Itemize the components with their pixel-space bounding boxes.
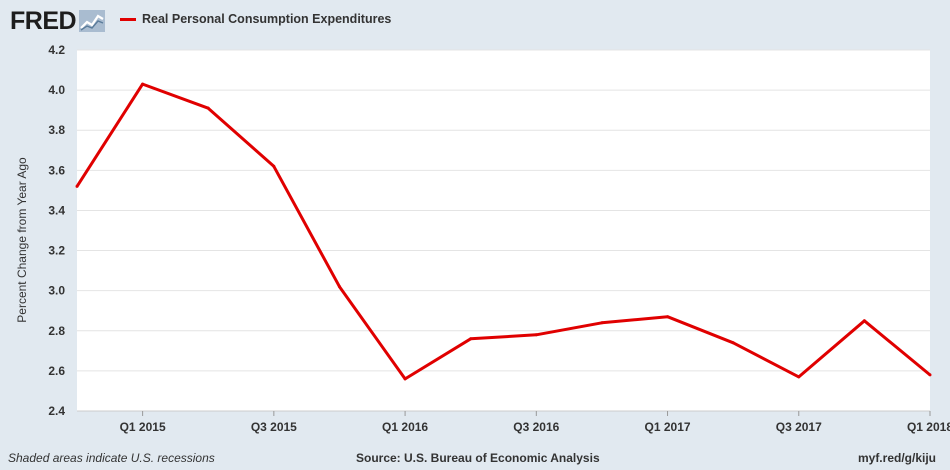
legend-label: Real Personal Consumption Expenditures bbox=[142, 12, 392, 26]
data-point bbox=[272, 164, 276, 168]
x-tick-label: Q1 2018 bbox=[907, 420, 950, 434]
y-tick-label: 3.4 bbox=[48, 203, 65, 217]
x-axis: Q1 2015 Q3 2015 Q1 2016 Q3 2016 Q1 2017 Q3 20… bbox=[77, 410, 950, 434]
y-tick-label: 2.8 bbox=[48, 324, 65, 338]
x-tick-label: Q1 2015 bbox=[120, 420, 166, 434]
data-point bbox=[862, 319, 866, 323]
data-point bbox=[75, 184, 79, 188]
data-point bbox=[928, 373, 932, 377]
y-tick-label: 2.6 bbox=[48, 364, 65, 378]
data-point bbox=[666, 315, 670, 319]
short-url-link[interactable]: myf.red/g/kiju bbox=[857, 451, 936, 465]
y-tick-label: 3.8 bbox=[48, 123, 65, 137]
chart-legend: Real Personal Consumption Expenditures bbox=[120, 12, 391, 26]
data-point bbox=[731, 341, 735, 345]
data-point bbox=[141, 82, 145, 86]
fred-logo[interactable]: FRED bbox=[10, 6, 106, 36]
recession-note: Shaded areas indicate U.S. recessions bbox=[8, 451, 215, 465]
fred-logo-text: FRED bbox=[10, 6, 77, 35]
y-axis-title: Percent Change from Year Ago bbox=[15, 157, 29, 323]
data-point bbox=[797, 375, 801, 379]
data-point bbox=[403, 377, 407, 381]
series-group bbox=[75, 82, 932, 381]
y-tick-label: 2.4 bbox=[48, 404, 65, 418]
y-tick-label: 4.2 bbox=[48, 43, 65, 57]
data-point bbox=[469, 337, 473, 341]
data-point bbox=[600, 321, 604, 325]
y-tick-label: 3.6 bbox=[48, 163, 65, 177]
x-tick-label: Q3 2017 bbox=[776, 420, 822, 434]
x-tick-label: Q1 2017 bbox=[645, 420, 691, 434]
grid bbox=[77, 49, 930, 372]
fred-chart-logo-icon bbox=[79, 10, 106, 32]
legend-swatch bbox=[120, 17, 136, 21]
x-tick-label: Q3 2016 bbox=[513, 420, 559, 434]
data-point bbox=[206, 106, 210, 110]
y-tick-label: 4.0 bbox=[48, 83, 65, 97]
series-line bbox=[75, 82, 931, 381]
y-tick-label: 3.2 bbox=[48, 244, 65, 258]
plot-area bbox=[77, 50, 930, 411]
x-tick-label: Q1 2016 bbox=[382, 420, 428, 434]
source-note: Source: U.S. Bureau of Economic Analysis bbox=[356, 451, 600, 465]
data-point bbox=[337, 285, 341, 289]
y-axis: 2.4 2.6 2.8 3.0 3.2 3.4 3.6 3.8 4.0 4.2 bbox=[48, 43, 65, 418]
chart-header: FRED Real Personal Consumption Expenditu… bbox=[0, 0, 950, 40]
data-point bbox=[534, 333, 538, 337]
chart: 2.4 2.6 2.8 3.0 3.2 3.4 3.6 3.8 4.0 4.2 Q1 2015 Q3… bbox=[15, 43, 950, 434]
x-tick-label: Q3 2015 bbox=[251, 420, 297, 434]
y-tick-label: 3.0 bbox=[48, 284, 65, 298]
